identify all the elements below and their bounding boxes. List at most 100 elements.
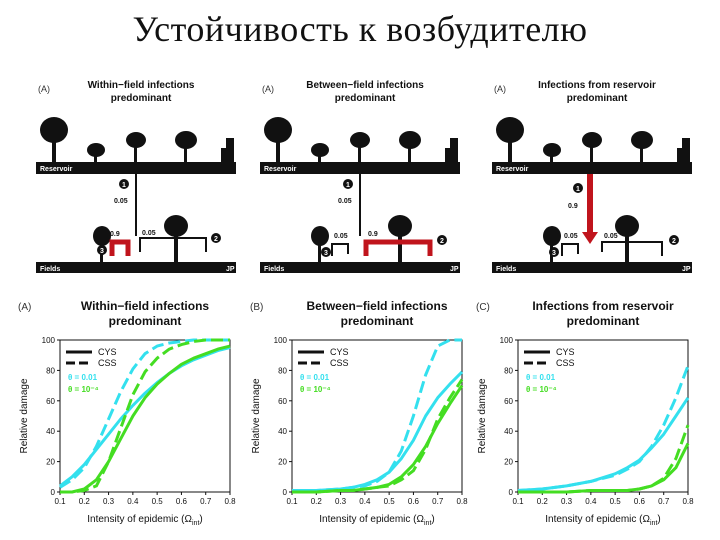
y-tick-label: 100 — [42, 336, 56, 345]
svg-text:3: 3 — [324, 250, 328, 257]
panel-title-line1: Within−field infections — [88, 80, 195, 91]
chart-letter: (A) — [18, 302, 31, 313]
x-tick-label: 0.8 — [682, 497, 694, 506]
svg-text:2: 2 — [214, 236, 218, 243]
x-tick-label: 0.2 — [537, 497, 549, 506]
route3-arrow — [109, 239, 131, 256]
y-tick-label: 80 — [278, 366, 287, 375]
y-tick-label: 20 — [278, 458, 287, 467]
route2-arrow — [601, 241, 663, 256]
reservoir-trees-icon — [496, 117, 690, 164]
field-trees-icon — [543, 215, 639, 262]
y-axis-label: Relative damage — [19, 378, 30, 453]
x-tick-label: 0.2 — [311, 497, 323, 506]
x-tick-label: 0.8 — [224, 497, 236, 506]
x-tick-label: 0.7 — [432, 497, 444, 506]
svg-text:1: 1 — [122, 182, 126, 189]
route3-value: 0.9 — [110, 231, 120, 238]
badge1-icon — [343, 179, 353, 189]
route3-value: 0.05 — [334, 233, 348, 240]
diagram-panel-between-field: (A) Between−field infections predominant… — [260, 76, 460, 276]
chart-title-line1: Within−field infections — [81, 299, 210, 313]
y-tick-label: 0 — [509, 488, 514, 497]
y-axis-label: Relative damage — [477, 378, 488, 453]
x-tick-label: 0.3 — [103, 497, 115, 506]
x-tick-label: 0.3 — [561, 497, 573, 506]
route2-value: 0.9 — [368, 231, 378, 238]
reservoir-band — [36, 162, 236, 174]
svg-text:3: 3 — [100, 248, 104, 255]
badge1-icon — [119, 179, 129, 189]
fields-label: Fields — [40, 266, 60, 273]
panel-title-line2: predominant — [111, 93, 172, 104]
y-axis-label: Relative damage — [251, 378, 262, 453]
y-tick-label: 80 — [46, 366, 55, 375]
x-tick-label: 0.6 — [634, 497, 646, 506]
legend-theta1: θ = 0.01 — [68, 373, 98, 382]
reservoir-band — [260, 162, 460, 174]
slide-title: Устойчивость к возбудителю — [132, 9, 588, 49]
badge1-icon — [573, 183, 583, 193]
series-line-cyan-solid — [517, 396, 690, 492]
chart-title-line1: Between−field infections — [306, 299, 447, 313]
x-tick-label: 0.8 — [456, 497, 468, 506]
legend-solid-label: CYS — [98, 347, 117, 357]
reservoir-label: Reservoir — [264, 166, 297, 173]
x-tick-label: 0.7 — [200, 497, 212, 506]
badge3-icon — [97, 245, 107, 255]
route1-value: 0.05 — [114, 198, 128, 205]
panel-title-line2: predominant — [567, 93, 628, 104]
x-tick-label: 0.6 — [408, 497, 420, 506]
reservoir-label: Reservoir — [496, 166, 529, 173]
reservoir-band — [492, 162, 692, 174]
field-trees-icon — [93, 215, 188, 262]
field-trees-icon — [311, 215, 412, 262]
y-tick-label: 20 — [46, 458, 55, 467]
panel-title-line1: Infections from reservoir — [538, 80, 656, 91]
panel-letter: (A) — [494, 84, 506, 94]
route3-value: 0.05 — [564, 233, 578, 240]
jp-label: JP — [450, 266, 459, 273]
x-tick-label: 0.7 — [658, 497, 670, 506]
y-tick-label: 0 — [51, 488, 56, 497]
x-tick-label: 0.5 — [610, 497, 622, 506]
x-tick-label: 0.3 — [335, 497, 347, 506]
fields-band — [492, 262, 692, 273]
y-tick-label: 40 — [278, 427, 287, 436]
x-tick-label: 0.5 — [152, 497, 164, 506]
fields-band — [36, 262, 236, 273]
svg-text:2: 2 — [440, 238, 444, 245]
legend-dashed-label: CSS — [330, 358, 349, 368]
x-tick-label: 0.4 — [127, 497, 139, 506]
series-line-green-dashed — [518, 424, 690, 494]
y-tick-label: 80 — [504, 366, 513, 375]
legend-theta2: θ = 10⁻⁴ — [526, 385, 557, 394]
jp-label: JP — [226, 266, 235, 273]
x-tick-label: 0.6 — [176, 497, 188, 506]
y-tick-label: 100 — [274, 336, 288, 345]
x-axis-label: Intensity of epidemic (Ωint) — [545, 514, 661, 527]
panel-title-line1: Between−field infections — [306, 80, 424, 91]
chart-title-line2: predominant — [341, 314, 414, 328]
y-tick-label: 40 — [504, 427, 513, 436]
y-tick-label: 100 — [500, 336, 514, 345]
route2-value: 0.05 — [142, 230, 156, 237]
plot-frame — [59, 339, 231, 493]
route2-arrow — [139, 237, 207, 252]
fields-label: Fields — [264, 266, 284, 273]
jp-label: JP — [682, 266, 691, 273]
fields-label: Fields — [496, 266, 516, 273]
reservoir-trees-icon — [40, 117, 234, 164]
route3-arrow — [331, 243, 349, 256]
diagram-panel-reservoir: (A) Infections from reservoir predominan… — [492, 76, 692, 276]
series-line-green-solid — [518, 442, 690, 494]
legend-solid-label: CYS — [330, 347, 349, 357]
route2-value: 0.05 — [604, 233, 618, 240]
diagram-panel-within-field: (A) Within−field infections predominant … — [36, 76, 236, 276]
x-tick-label: 0.1 — [512, 497, 524, 506]
legend-theta1: θ = 0.01 — [526, 373, 556, 382]
svg-text:1: 1 — [346, 182, 350, 189]
